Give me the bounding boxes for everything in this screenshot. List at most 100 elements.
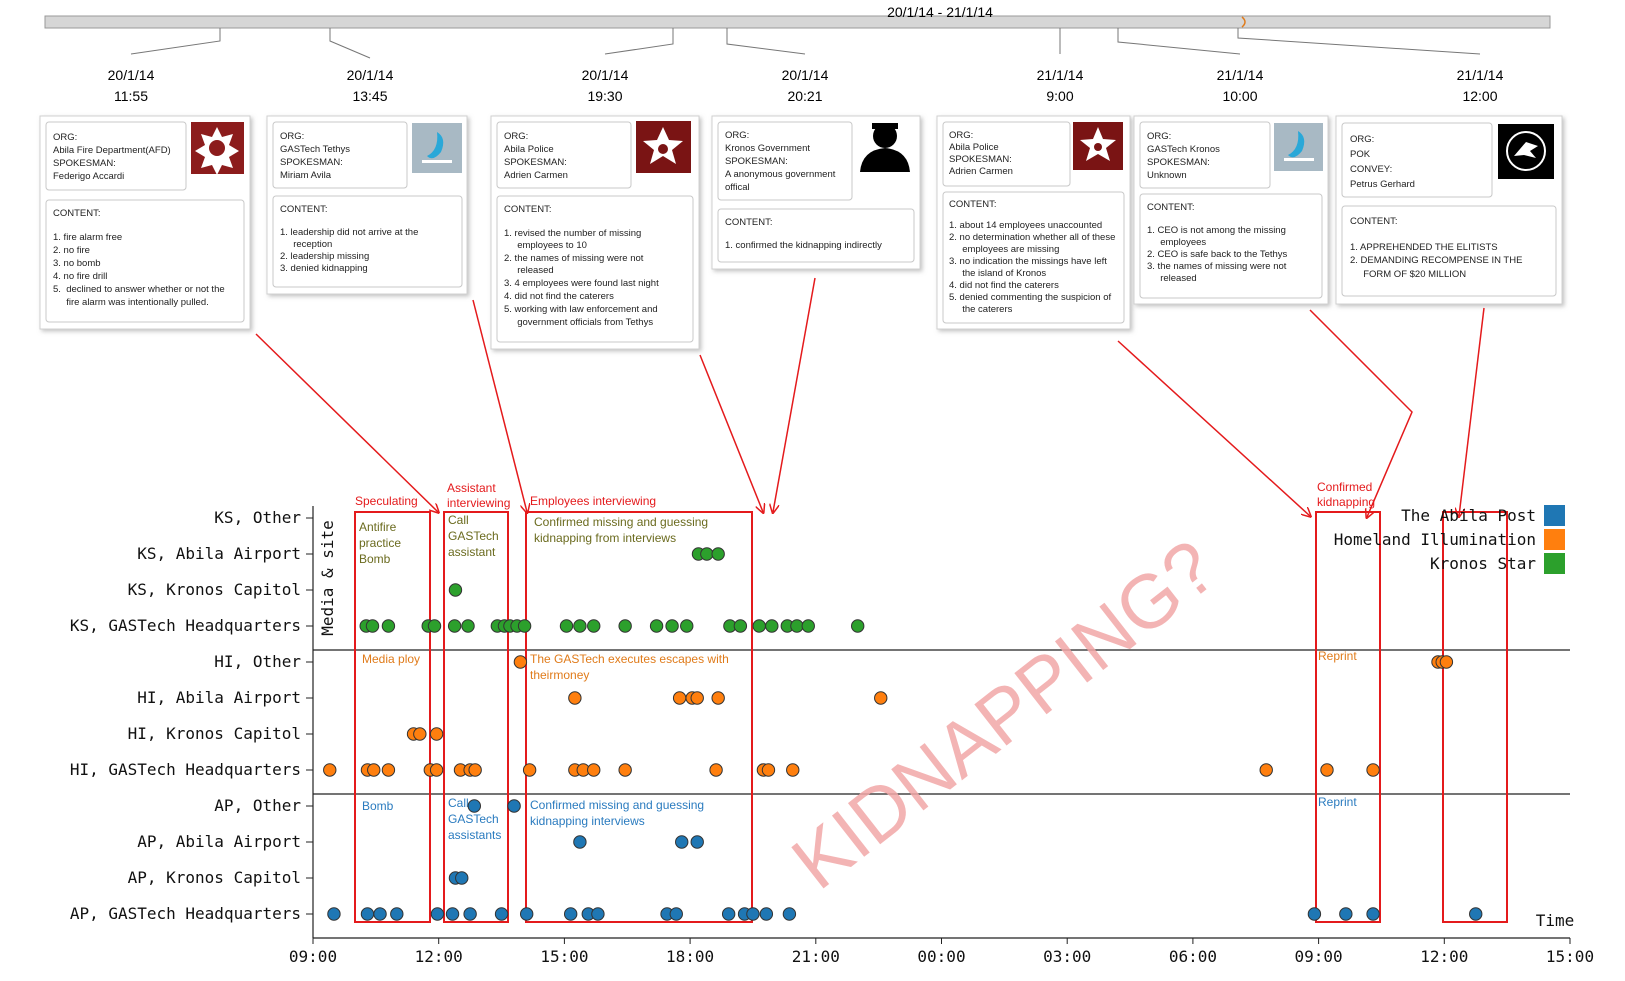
data-point[interactable]	[507, 799, 521, 813]
anonymous-person-icon	[860, 123, 910, 172]
stamp-time: 9:00	[1046, 88, 1073, 104]
data-point[interactable]	[591, 907, 605, 921]
data-point[interactable]	[790, 619, 804, 633]
data-point[interactable]	[587, 763, 601, 777]
data-point[interactable]	[1366, 763, 1380, 777]
data-point[interactable]	[390, 907, 404, 921]
card-org-line: SPOKESMAN:	[280, 157, 343, 168]
data-point[interactable]	[587, 619, 601, 633]
data-point[interactable]	[360, 907, 375, 921]
timeline-handle[interactable]	[1241, 16, 1246, 28]
data-point[interactable]	[746, 907, 760, 921]
kidnapping-watermark: KIDNAPPING?	[777, 524, 1232, 906]
data-point[interactable]	[573, 619, 587, 633]
data-point[interactable]	[665, 619, 679, 633]
data-point[interactable]	[559, 619, 574, 633]
highlight-box-pok	[1442, 511, 1508, 923]
data-point[interactable]	[519, 907, 534, 921]
legend-label: Kronos Star	[1430, 554, 1536, 573]
data-point[interactable]	[649, 619, 664, 633]
data-point[interactable]	[327, 907, 341, 921]
data-point[interactable]	[468, 763, 482, 777]
data-point[interactable]	[427, 619, 442, 633]
data-point[interactable]	[573, 835, 587, 849]
card-org-line: Kronos Government	[725, 143, 810, 154]
data-point[interactable]	[765, 619, 779, 633]
statement-card[interactable]: ORG: GASTech Kronos SPOKESMAN: Unknown C…	[1133, 115, 1329, 305]
data-point[interactable]	[429, 763, 444, 777]
data-point[interactable]	[463, 907, 477, 921]
statement-card[interactable]: ORG: Abila Fire Department(AFD) SPOKESMA…	[39, 115, 251, 330]
data-point[interactable]	[568, 691, 582, 705]
row-label: KS, Kronos Capitol	[128, 580, 301, 599]
statement-card[interactable]: ORG: Abila Police SPOKESMAN: Adrien Carm…	[490, 115, 700, 350]
data-point[interactable]	[373, 907, 387, 921]
data-point[interactable]	[1339, 907, 1353, 921]
data-point[interactable]	[365, 619, 380, 633]
data-point[interactable]	[851, 619, 865, 633]
data-point[interactable]	[522, 763, 537, 777]
statement-card[interactable]: ORG: POK CONVEY: Petrus Gerhard CONTENT:…	[1335, 115, 1563, 305]
police-star-logo	[1073, 122, 1123, 170]
data-point[interactable]	[801, 619, 815, 633]
data-point[interactable]	[1259, 763, 1273, 777]
data-point[interactable]	[1320, 763, 1334, 777]
data-point[interactable]	[721, 907, 736, 921]
data-point[interactable]	[448, 583, 463, 597]
data-point[interactable]	[381, 763, 396, 777]
data-point[interactable]	[711, 691, 725, 705]
data-point[interactable]	[782, 907, 797, 921]
data-point[interactable]	[494, 907, 509, 921]
card-content-line: 1. CEO is not among the missing	[1147, 225, 1286, 236]
data-point[interactable]	[513, 655, 528, 669]
hi-note: Media ploy	[362, 652, 420, 666]
data-point[interactable]	[618, 619, 632, 633]
data-point[interactable]	[618, 763, 632, 777]
data-point[interactable]	[874, 691, 888, 705]
card-content-line: 2. CEO is safe back to the Tethys	[1147, 249, 1288, 260]
card-org-line: Miriam Avila	[280, 170, 332, 181]
data-point[interactable]	[430, 907, 445, 921]
card-content-line: 4. no fire drill	[53, 271, 107, 282]
data-point[interactable]	[447, 619, 462, 633]
row-label: HI, GASTech Headquarters	[70, 760, 301, 779]
data-point[interactable]	[429, 727, 444, 741]
card-org-line: Abila Police	[949, 142, 999, 153]
data-point[interactable]	[1307, 907, 1322, 921]
data-point[interactable]	[445, 907, 460, 921]
statement-card[interactable]: ORG: GASTech Tethys SPOKESMAN: Miriam Av…	[266, 115, 468, 295]
data-point[interactable]	[517, 619, 532, 633]
ks-note: kidnapping from interviews	[534, 531, 676, 545]
card-content-line: 1. leadership did not arrive at the	[280, 227, 418, 238]
data-point[interactable]	[563, 907, 578, 921]
data-point[interactable]	[367, 763, 381, 777]
data-point[interactable]	[669, 907, 683, 921]
data-point[interactable]	[455, 871, 469, 885]
data-point[interactable]	[752, 619, 766, 633]
data-point[interactable]	[381, 619, 396, 633]
statement-card[interactable]: ORG: Kronos Government SPOKESMAN: A anon…	[711, 115, 921, 270]
data-point[interactable]	[461, 619, 475, 633]
card-org-line: Adrien Carmen	[949, 166, 1013, 177]
data-point[interactable]	[690, 835, 704, 849]
data-point[interactable]	[690, 691, 704, 705]
data-point[interactable]	[413, 727, 427, 741]
data-point[interactable]	[1469, 907, 1483, 921]
x-tick-label: 09:00	[1295, 947, 1343, 966]
data-point[interactable]	[700, 547, 714, 561]
data-point[interactable]	[1366, 907, 1380, 921]
data-point[interactable]	[675, 835, 689, 849]
data-point[interactable]	[709, 763, 723, 777]
data-point[interactable]	[759, 907, 774, 921]
data-point[interactable]	[761, 763, 776, 777]
data-point[interactable]	[711, 547, 725, 561]
data-point[interactable]	[786, 763, 800, 777]
data-point[interactable]	[467, 799, 482, 813]
data-point[interactable]	[733, 619, 748, 633]
data-point[interactable]	[672, 691, 687, 705]
statement-card[interactable]: ORG: Abila Police SPOKESMAN: Adrien Carm…	[936, 115, 1131, 330]
data-point[interactable]	[323, 763, 337, 777]
data-point[interactable]	[1439, 655, 1454, 669]
timeline-bar[interactable]	[44, 15, 1551, 29]
data-point[interactable]	[680, 619, 694, 633]
